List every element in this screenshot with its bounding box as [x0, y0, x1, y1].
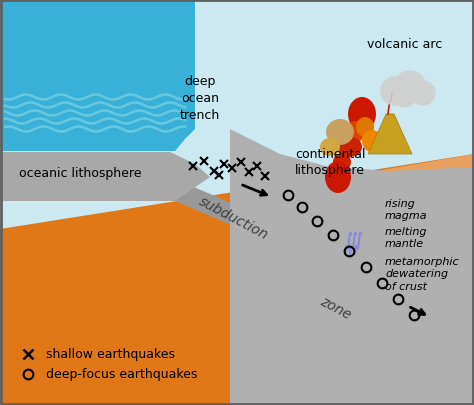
- Ellipse shape: [325, 162, 351, 194]
- Ellipse shape: [348, 98, 376, 132]
- Circle shape: [381, 78, 409, 106]
- Text: continental
lithosphere: continental lithosphere: [295, 148, 365, 177]
- Ellipse shape: [338, 138, 362, 158]
- Ellipse shape: [362, 131, 382, 153]
- Ellipse shape: [356, 118, 374, 138]
- Polygon shape: [0, 153, 210, 202]
- Text: oceanic lithosphere: oceanic lithosphere: [19, 167, 141, 180]
- Text: volcanic arc: volcanic arc: [367, 38, 443, 51]
- Polygon shape: [368, 115, 412, 155]
- Text: deep
ocean
trench: deep ocean trench: [180, 75, 220, 122]
- Polygon shape: [0, 0, 195, 151]
- Polygon shape: [230, 130, 474, 405]
- Polygon shape: [0, 155, 474, 405]
- Polygon shape: [245, 155, 474, 279]
- Circle shape: [411, 82, 435, 106]
- Text: metamorphic
dewatering
of crust: metamorphic dewatering of crust: [385, 256, 460, 291]
- Text: zone: zone: [317, 293, 353, 321]
- Text: shallow earthquakes: shallow earthquakes: [38, 347, 175, 360]
- Ellipse shape: [320, 139, 340, 157]
- Ellipse shape: [326, 120, 354, 146]
- Text: deep-focus earthquakes: deep-focus earthquakes: [38, 368, 197, 381]
- Text: melting
mantle: melting mantle: [385, 226, 428, 249]
- Ellipse shape: [346, 122, 364, 144]
- Text: subduction: subduction: [196, 193, 270, 241]
- Text: rising
magma: rising magma: [385, 198, 428, 221]
- Circle shape: [394, 72, 426, 104]
- Ellipse shape: [333, 153, 351, 172]
- Polygon shape: [175, 179, 474, 351]
- Circle shape: [395, 88, 415, 108]
